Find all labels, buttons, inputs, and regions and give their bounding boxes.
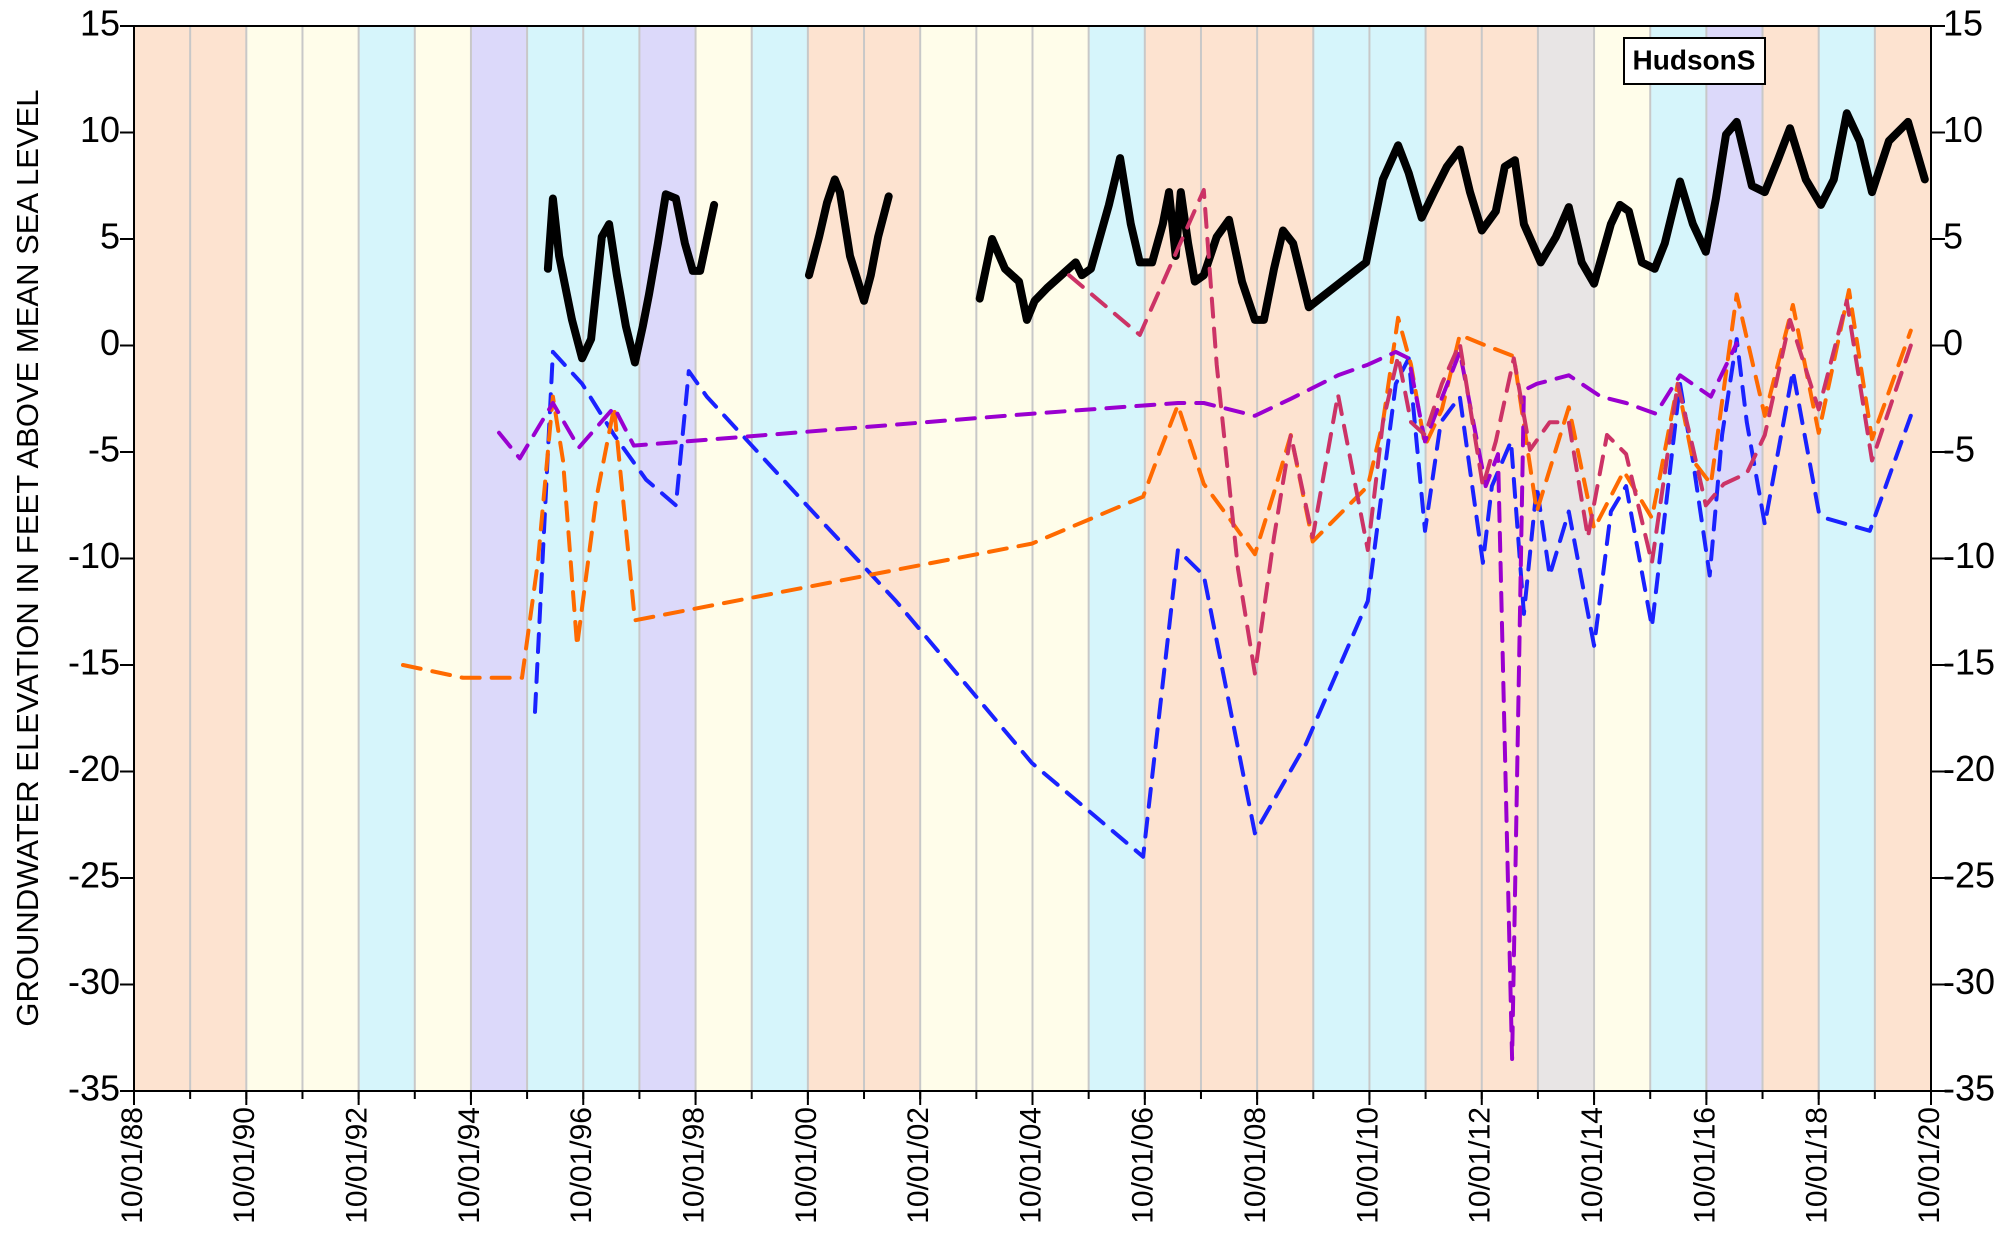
x-tick-label: 10/01/96	[565, 1107, 598, 1224]
annotation: HudsonS	[1633, 44, 1756, 75]
water-year-band	[1313, 26, 1370, 1091]
x-tick-label: 10/01/00	[790, 1107, 823, 1224]
water-year-band	[302, 26, 359, 1091]
x-tick-label: 10/01/10	[1351, 1107, 1384, 1224]
water-year-band	[1762, 26, 1819, 1091]
water-year-band	[695, 26, 752, 1091]
x-tick-label: 10/01/08	[1239, 1107, 1272, 1224]
y-tick-label: -10	[68, 535, 120, 576]
x-tick-label: 10/01/94	[453, 1107, 486, 1224]
x-tick-label: 10/01/18	[1801, 1107, 1834, 1224]
water-year-band	[976, 26, 1033, 1091]
series-line	[401, 288, 1913, 680]
y-tick-label: 0	[100, 322, 120, 363]
series-line	[543, 109, 1929, 367]
y2-tick-label: -5	[1943, 429, 1975, 470]
x-tick-label: 10/01/14	[1576, 1107, 1609, 1224]
x-tick-label: 10/01/88	[116, 1107, 149, 1224]
water-year-band	[1818, 26, 1875, 1091]
y-tick-label: -5	[88, 429, 120, 470]
y-tick-label: -30	[68, 961, 120, 1002]
water-year-band	[527, 26, 584, 1091]
y-tick-label: -20	[68, 748, 120, 789]
y-axis-label: GROUNDWATER ELEVATION IN FEET ABOVE MEAN…	[10, 89, 45, 1026]
y2-tick-label: -30	[1943, 961, 1995, 1002]
y2-tick-label: 15	[1943, 3, 1983, 44]
y2-tick-label: -35	[1943, 1068, 1995, 1109]
series-line	[533, 337, 1913, 859]
water-year-band	[1594, 26, 1651, 1091]
water-year-band	[1144, 26, 1201, 1091]
axes: 10/01/88 10/01/90 10/01/92 10/01/94 10/01/96…	[68, 3, 1995, 1224]
water-year-band	[1874, 26, 1931, 1091]
y2-tick-label: 10	[1943, 109, 1983, 150]
y-tick-label: 10	[80, 109, 120, 150]
y-tick-label: -15	[68, 642, 120, 683]
water-year-band	[470, 26, 528, 1091]
x-tick-label: 10/01/98	[677, 1107, 710, 1224]
x-tick-label: 10/01/04	[1014, 1107, 1047, 1224]
water-year-band	[1032, 26, 1089, 1091]
annotation-box	[1623, 37, 1766, 85]
y2-tick-label: -20	[1943, 748, 1995, 789]
y2-tick-label: -15	[1943, 642, 1995, 683]
series-line	[497, 341, 1739, 1061]
x-tick-label: 10/01/12	[1464, 1107, 1497, 1224]
water-year-band	[751, 26, 808, 1091]
x-tick-label: 10/01/06	[1127, 1107, 1160, 1224]
x-tick-label: 10/01/90	[228, 1107, 261, 1224]
water-year-band	[583, 26, 640, 1091]
water-year-band	[639, 26, 696, 1091]
water-year-band	[1257, 26, 1314, 1091]
water-year-band	[190, 26, 247, 1091]
y-tick-label: -35	[68, 1068, 120, 1109]
y-tick-label: 15	[80, 3, 120, 44]
water-year-band	[246, 26, 303, 1091]
water-year-band	[134, 26, 191, 1091]
water-year-band	[414, 26, 471, 1091]
x-tick-label: 10/01/92	[341, 1107, 374, 1224]
water-year-band	[1088, 26, 1145, 1091]
x-tick-label: 10/01/20	[1913, 1107, 1946, 1224]
y2-tick-label: -25	[1943, 855, 1995, 896]
water-year-band	[1200, 26, 1258, 1091]
y2-tick-label: -10	[1943, 535, 1995, 576]
series	[401, 109, 1929, 1061]
water-year-band	[864, 26, 921, 1091]
water-year-band	[358, 26, 415, 1091]
y2-tick-label: 5	[1943, 216, 1963, 257]
y-tick-label: -25	[68, 855, 120, 896]
x-tick-label: 10/01/02	[902, 1107, 935, 1224]
y2-tick-label: 0	[1943, 322, 1963, 363]
x-tick-label: 10/01/16	[1688, 1107, 1721, 1224]
y-tick-label: 5	[100, 216, 120, 257]
